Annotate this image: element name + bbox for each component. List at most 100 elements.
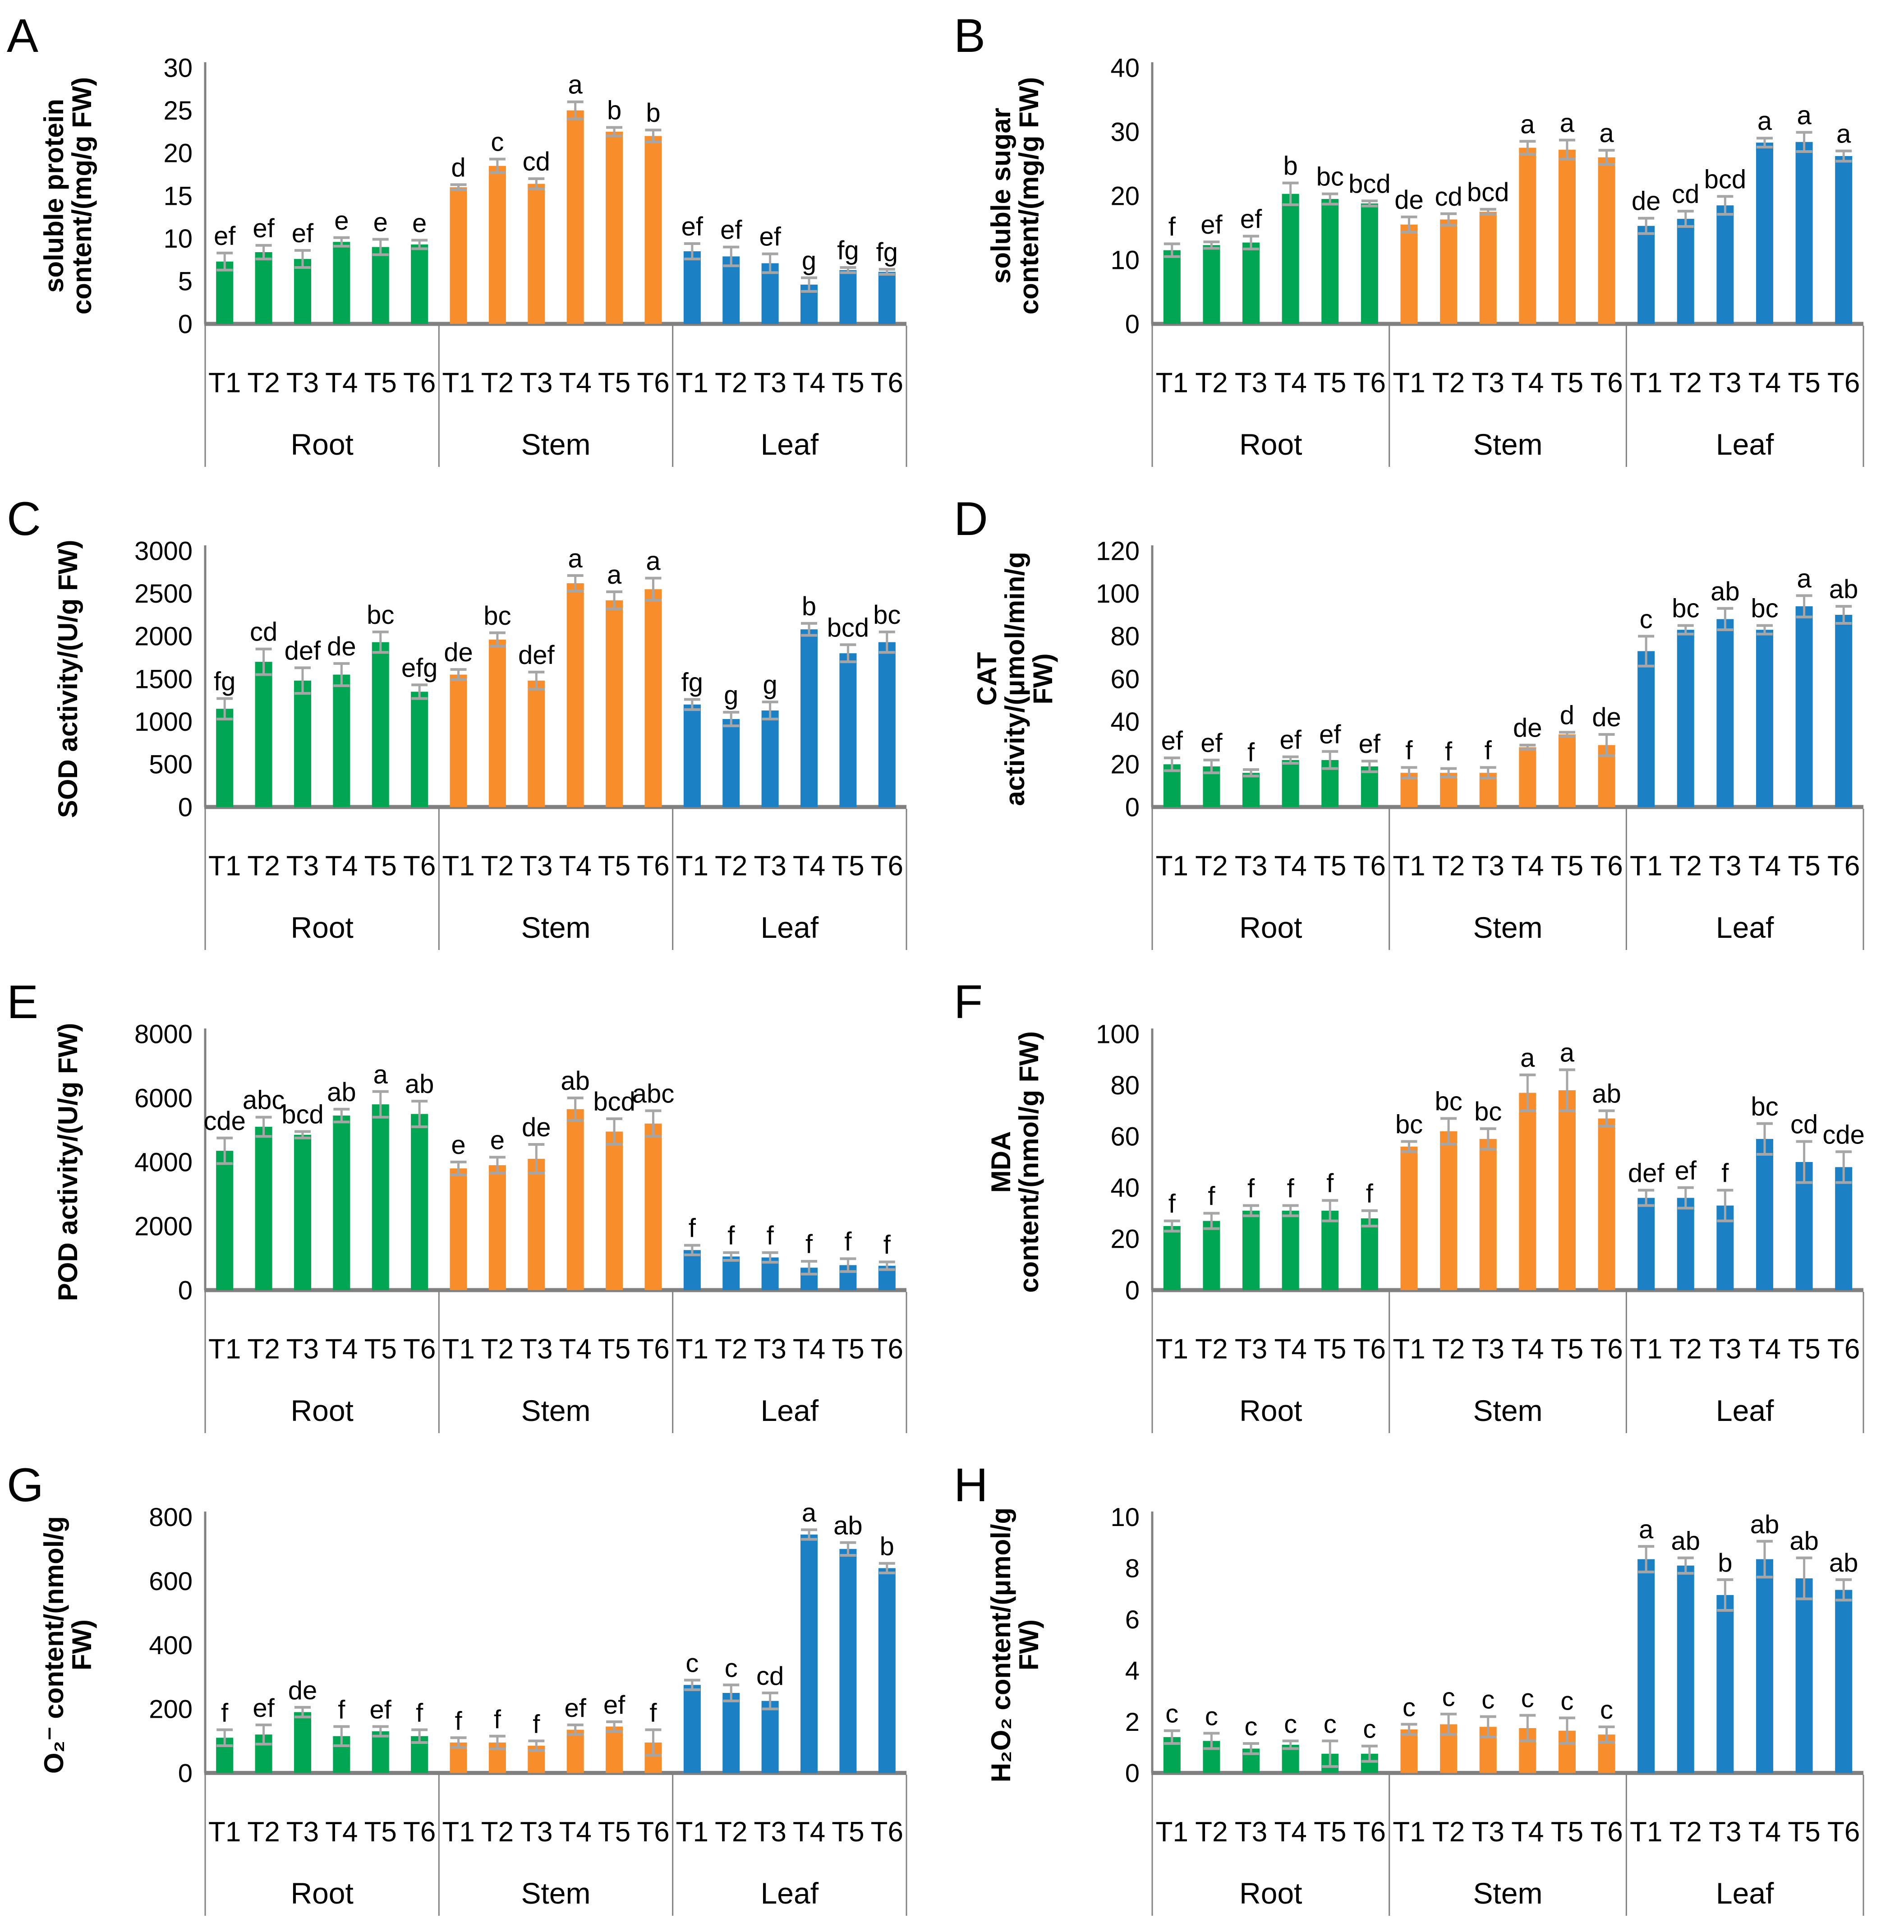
bar-root-T4 <box>1282 194 1299 324</box>
group-label-stem: Stem <box>521 1877 590 1910</box>
treatment-label: T1 <box>1630 1334 1662 1365</box>
treatment-label: T1 <box>1630 368 1662 399</box>
significance-letter: bc <box>1474 1097 1502 1126</box>
y-tick-label: 0 <box>178 1759 193 1788</box>
treatment-label: T6 <box>1590 851 1623 882</box>
panel-letter: F <box>954 976 983 1028</box>
bar-leaf-T4 <box>1756 1559 1773 1773</box>
y-tick-label: 2000 <box>134 622 193 651</box>
y-tick-label: 8 <box>1125 1554 1140 1583</box>
significance-letter: f <box>1445 737 1453 766</box>
significance-letter: c <box>1324 1710 1337 1738</box>
treatment-label: T3 <box>286 851 319 882</box>
group-label-root: Root <box>1239 911 1302 944</box>
significance-letter: fg <box>681 668 703 697</box>
treatment-label: T1 <box>208 368 241 399</box>
chart-C: C SOD activity/(U/g FW) 0 500 1000 1500 2000 25… <box>7 493 907 950</box>
significance-letter: bc <box>367 600 394 630</box>
treatment-label: T3 <box>520 1334 552 1365</box>
significance-letter: bc <box>1751 594 1778 623</box>
group-label-root: Root <box>1239 1394 1302 1427</box>
y-tick-label: 25 <box>163 96 193 125</box>
treatment-label: T3 <box>1709 851 1741 882</box>
significance-letter: f <box>1247 1174 1255 1203</box>
y-tick-label: 2 <box>1125 1708 1140 1737</box>
treatment-label: T3 <box>754 851 786 882</box>
bar-leaf-T6 <box>1835 1167 1853 1290</box>
y-axis-title-line: FW) <box>67 1619 97 1670</box>
y-tick-label: 20 <box>1110 181 1140 211</box>
y-tick-label: 400 <box>149 1631 193 1660</box>
treatment-label: T3 <box>520 851 552 882</box>
treatment-label: T5 <box>364 1334 397 1365</box>
treatment-label: T6 <box>1353 851 1386 882</box>
significance-letter: efg <box>401 653 438 682</box>
bar-stem-T4 <box>1519 1093 1536 1290</box>
significance-letter: bcd <box>1704 165 1747 194</box>
treatment-label: T4 <box>325 1817 358 1848</box>
y-tick-label: 10 <box>1110 1503 1140 1532</box>
bar-stem-T4 <box>566 1109 584 1290</box>
treatment-label: T1 <box>676 1334 708 1365</box>
y-tick-label: 0 <box>178 309 193 339</box>
bar-root-T5 <box>372 1104 389 1290</box>
significance-letter: ab <box>1671 1527 1700 1556</box>
significance-letter: bc <box>483 601 511 631</box>
treatment-label: T1 <box>1156 368 1188 399</box>
significance-letter: bc <box>1672 594 1699 623</box>
significance-letter: f <box>1326 1169 1334 1198</box>
y-axis-title-line: CAT <box>972 652 1002 706</box>
bar-stem-T4 <box>1519 747 1536 807</box>
significance-letter: bc <box>1316 162 1344 192</box>
bar-stem-T2 <box>488 166 506 324</box>
group-label-leaf: Leaf <box>1716 1877 1774 1910</box>
y-axis-title-line: POD activity/(U/g FW) <box>53 1023 83 1301</box>
significance-letter: c <box>1640 604 1653 634</box>
treatment-label: T4 <box>325 851 358 882</box>
significance-letter: c <box>1284 1710 1297 1738</box>
significance-letter: bcd <box>1348 169 1391 198</box>
bar-leaf-T6 <box>1835 156 1853 324</box>
treatment-label: T2 <box>481 851 514 882</box>
significance-letter: f <box>649 1699 657 1728</box>
y-tick-label: 5 <box>178 267 193 296</box>
bar-leaf-T6 <box>1835 1590 1853 1773</box>
group-label-root: Root <box>1239 428 1302 461</box>
bar-root-T5 <box>372 642 389 807</box>
y-axis-title-line: content/(nmol/g FW) <box>1014 1031 1044 1293</box>
significance-letter: f <box>416 1699 423 1728</box>
treatment-label: T2 <box>715 851 747 882</box>
treatment-label: T6 <box>1353 1334 1386 1365</box>
treatment-label: T4 <box>793 1334 825 1365</box>
bar-stem-T2 <box>488 639 506 807</box>
bar-root-T1 <box>216 261 234 324</box>
significance-letter: ab <box>327 1078 356 1107</box>
bar-stem-T5 <box>606 1726 623 1773</box>
bar-root-T6 <box>1361 1218 1378 1290</box>
significance-letter: f <box>1287 1174 1295 1203</box>
significance-letter: c <box>1442 1683 1455 1712</box>
y-axis-title-line: soluble protein <box>39 99 69 293</box>
treatment-label: T4 <box>793 851 825 882</box>
significance-letter: def <box>518 641 555 670</box>
group-label-stem: Stem <box>1473 1877 1542 1910</box>
significance-letter: de <box>444 638 473 667</box>
treatment-label: T1 <box>1630 851 1662 882</box>
significance-letter: bcd <box>827 613 869 642</box>
y-tick-label: 10 <box>163 224 193 254</box>
group-label-leaf: Leaf <box>1716 428 1774 461</box>
bar-root-T3 <box>1242 1210 1260 1290</box>
bar-leaf-T6 <box>878 642 896 807</box>
treatment-label: T6 <box>871 1817 903 1848</box>
treatment-label: T6 <box>871 368 903 399</box>
significance-letter: f <box>533 1710 540 1738</box>
significance-letter: f <box>805 1230 813 1259</box>
treatment-label: T1 <box>1156 1334 1188 1365</box>
bar-leaf-T1 <box>1637 1559 1655 1773</box>
significance-letter: cd <box>1435 182 1462 212</box>
group-label-leaf: Leaf <box>761 1877 819 1910</box>
significance-letter: bcd <box>281 1100 324 1130</box>
y-tick-label: 0 <box>1125 1759 1140 1788</box>
